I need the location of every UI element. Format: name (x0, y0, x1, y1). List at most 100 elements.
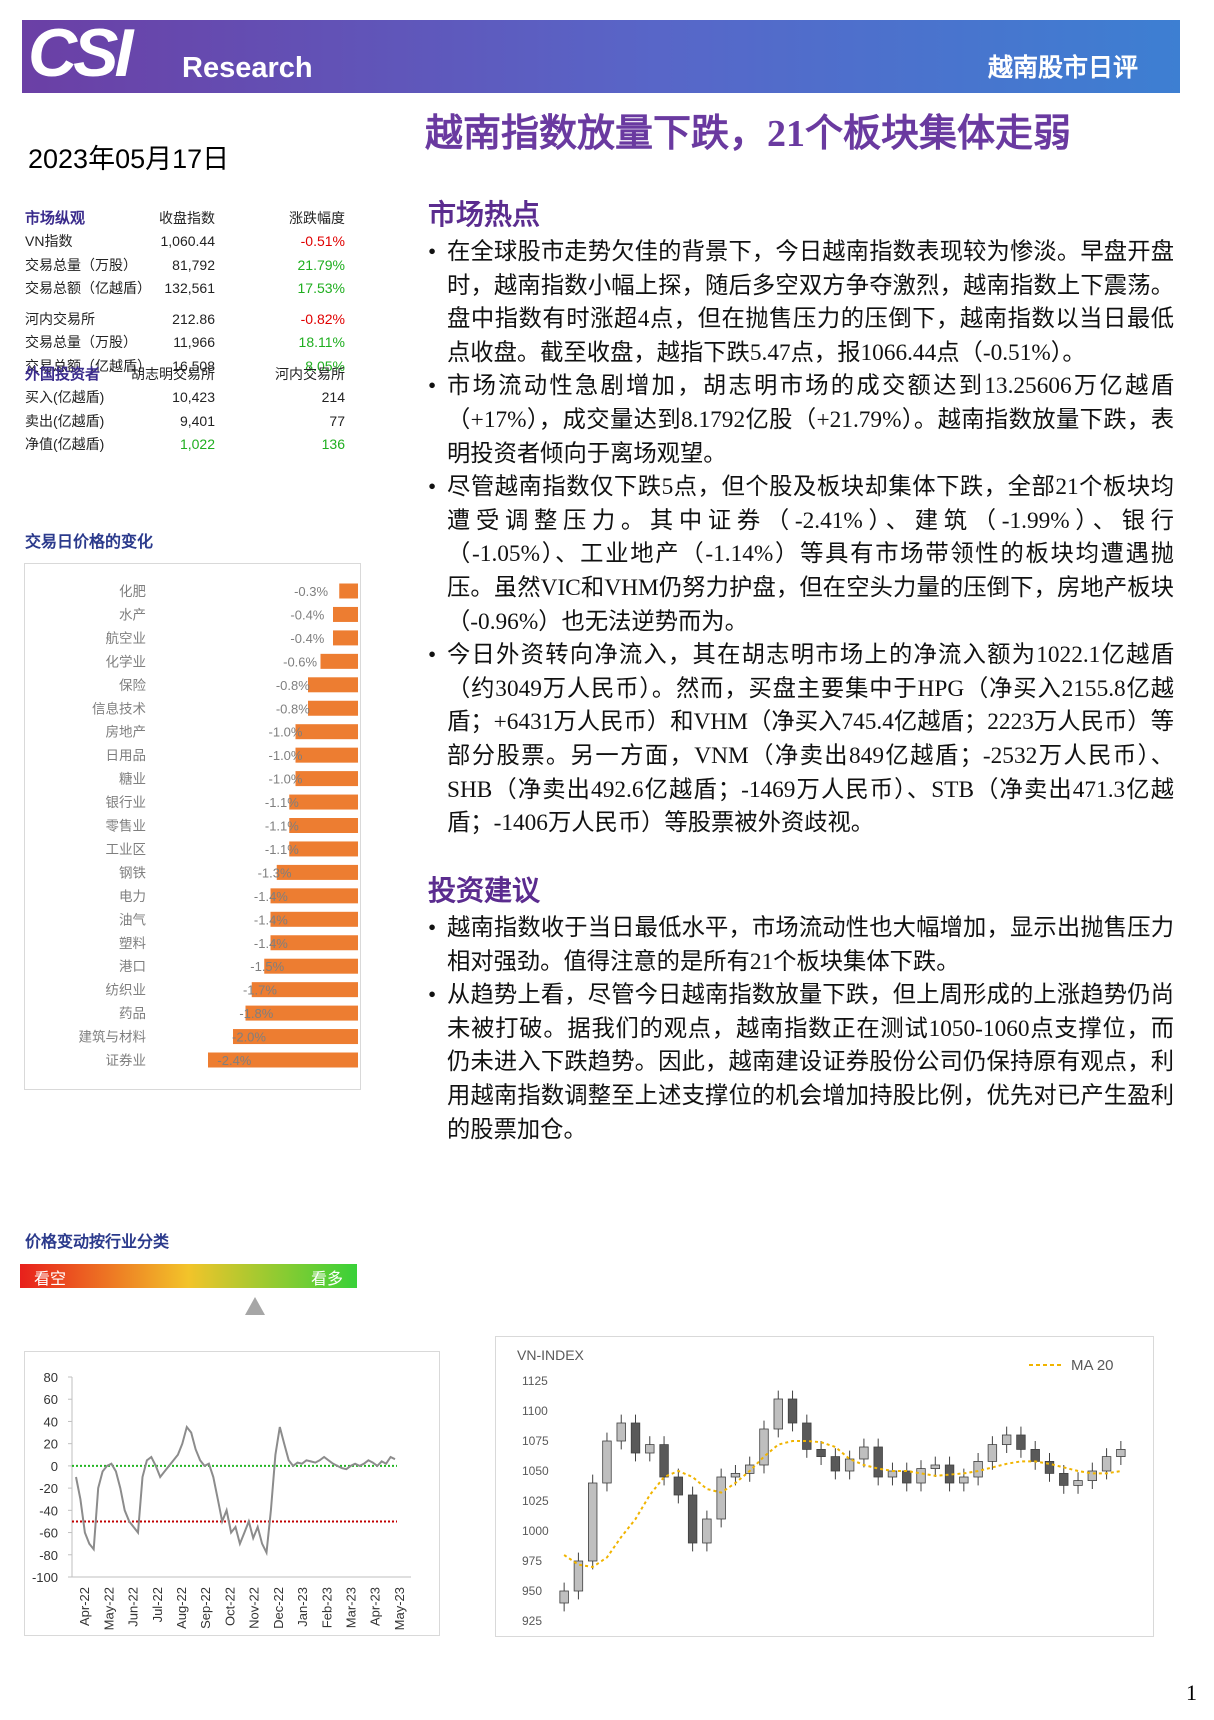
line-chart: 80 60 40 20 0 -20 -40 -60 -80 -100 Apr-22 May-22 Jun… (24, 1351, 440, 1636)
cell-value: 77 (329, 412, 345, 429)
section: 市场热点在全球股市走势欠佳的背景下，今日越南指数表现较为惨淡。早盘开盘时，越南指… (428, 198, 1174, 841)
bar (333, 630, 358, 646)
bar (208, 1052, 358, 1068)
cell-value: 214 (321, 389, 345, 406)
header-band: CSI Research 越南股市日评 (22, 15, 1180, 93)
cell-label: 交易总量（万股） (25, 256, 137, 273)
legend-label: MA 20 (1071, 1357, 1114, 1374)
cell-value: 16,508 (172, 357, 215, 374)
bar (276, 864, 358, 880)
bar (251, 982, 358, 998)
brand: Research (182, 52, 313, 84)
candlestick-chart: VN-INDEX 925 950 975 1000 1025 1050 1075 1100 112… (495, 1336, 1154, 1637)
candle-body (673, 1476, 684, 1496)
y-tick-label: 1075 (522, 1434, 549, 1448)
cell-label: 市场纵观 (25, 210, 86, 227)
value-label: -0.8% (276, 678, 310, 693)
candle-body (1116, 1449, 1126, 1458)
x-tick-label: May-22 (101, 1587, 116, 1630)
foreign-table: 外国投资者 胡志明交易所 河内交易所 买入(亿越盾) 10,423 214 卖出(亿越盾) 9… (25, 363, 345, 456)
cell-label: 外国投资者 (25, 366, 101, 383)
y-tick-label: 975 (522, 1554, 542, 1568)
candle-body (987, 1444, 998, 1462)
cell-value: 81,792 (172, 256, 215, 273)
category-label: 日用品 (106, 748, 147, 763)
x-tick-label: Sep-22 (198, 1587, 213, 1629)
spacer (25, 300, 345, 308)
y-tick-label: 1125 (522, 1374, 548, 1388)
section: 投资建议越南指数收于当日最低水平，市场流动性也大幅增加，显示出抛售压力相对强劲。… (428, 874, 1174, 1147)
candle-body (787, 1398, 798, 1424)
value-label: -2.4% (217, 1053, 251, 1068)
cell-label: 交易总量（万股） (25, 334, 137, 351)
category-label: 房地产 (106, 725, 147, 740)
value-label: -0.8% (276, 701, 310, 716)
value-label: -1.8% (239, 1006, 273, 1021)
cell-value: 1,022 (179, 435, 215, 452)
y-tick-label: 1050 (522, 1464, 549, 1478)
x-tick-label: Dec-22 (271, 1587, 286, 1629)
bar (289, 794, 358, 810)
bar (320, 653, 358, 669)
title: 越南指数放量下跌，21个板块集体走弱 (425, 113, 1072, 155)
bar (270, 888, 358, 904)
candle-body (1001, 1434, 1012, 1445)
page-number: 1 (1186, 1680, 1197, 1705)
value-label: -1.1% (265, 795, 299, 810)
x-tick-label: Apr-22 (77, 1587, 92, 1626)
cell-value: 涨跌幅度 (289, 210, 345, 226)
candle-body (1087, 1470, 1097, 1481)
y-tick-label: 1025 (522, 1494, 549, 1508)
overlay-line (563, 1440, 1122, 1569)
category-label: 塑料 (119, 936, 146, 951)
cell-value: 18.11% (298, 334, 345, 351)
category-label: 证券业 (106, 1053, 147, 1068)
cell-value: 132,561 (164, 279, 215, 296)
value-label: -0.6% (283, 654, 317, 669)
candle-body (802, 1422, 812, 1450)
candle-body (1101, 1456, 1112, 1472)
category-label: 零售业 (106, 819, 147, 834)
bar (245, 1005, 358, 1021)
value-label: -0.4% (290, 607, 324, 622)
report-name: 越南股市日评 (987, 54, 1138, 82)
candle-body (830, 1456, 841, 1472)
value-label: -1.7% (243, 983, 277, 998)
category-label: 糖业 (119, 772, 146, 787)
y-tick-label: 1000 (522, 1524, 549, 1538)
cell-label: 卖出(亿越盾) (25, 412, 105, 429)
value-label: -1.1% (265, 842, 299, 857)
candle-body (702, 1518, 712, 1544)
category-label: 银行业 (106, 795, 147, 810)
cell-value: 1,060.44 (160, 233, 216, 250)
bar (233, 1029, 358, 1045)
cell-label: 河内交易所 (25, 311, 95, 328)
bullet: 在全球股市走势欠佳的背景下，今日越南指数表现较为惨淡。早盘开盘时，越南指数小幅上… (428, 236, 1174, 370)
bar (308, 677, 358, 693)
cell-value: 10,423 (172, 389, 215, 406)
table-row: 交易总量（万股） 11,966 18.11% (25, 331, 345, 354)
category-label: 纺织业 (106, 983, 147, 998)
x-tick-label: Jul-22 (150, 1587, 165, 1622)
cell-value: -0.51% (300, 233, 345, 250)
category-label: 电力 (119, 889, 146, 904)
value-label: -1.3% (258, 865, 292, 880)
category-label: 保险 (119, 678, 146, 693)
y-tick-label: 1100 (522, 1404, 548, 1418)
cell-value: 收盘指数 (159, 210, 215, 226)
table-row: 净值(亿越盾) 1,022 136 (25, 433, 345, 456)
section-heading: 投资建议 (428, 876, 541, 907)
candle-body (573, 1560, 584, 1592)
category-label: 化肥 (119, 584, 146, 599)
candle-body (630, 1422, 641, 1454)
x-tick-label: Jun-22 (126, 1587, 141, 1627)
table-row: 外国投资者 胡志明交易所 河内交易所 (25, 363, 345, 386)
y-tick-label: 80 (44, 1370, 58, 1385)
cell-label: 交易总额（亿越盾） (25, 279, 151, 296)
bullet: 市场流动性急剧增加，胡志明市场的成交额达到13.25606万亿越盾（+17%），… (428, 370, 1174, 471)
candle-body (559, 1590, 569, 1604)
candle-body (716, 1476, 726, 1520)
table-row: 交易总量（万股） 81,792 21.79% (25, 254, 345, 277)
candle-body (730, 1472, 741, 1478)
cell-label: 交易总额（亿越盾） (25, 357, 151, 374)
